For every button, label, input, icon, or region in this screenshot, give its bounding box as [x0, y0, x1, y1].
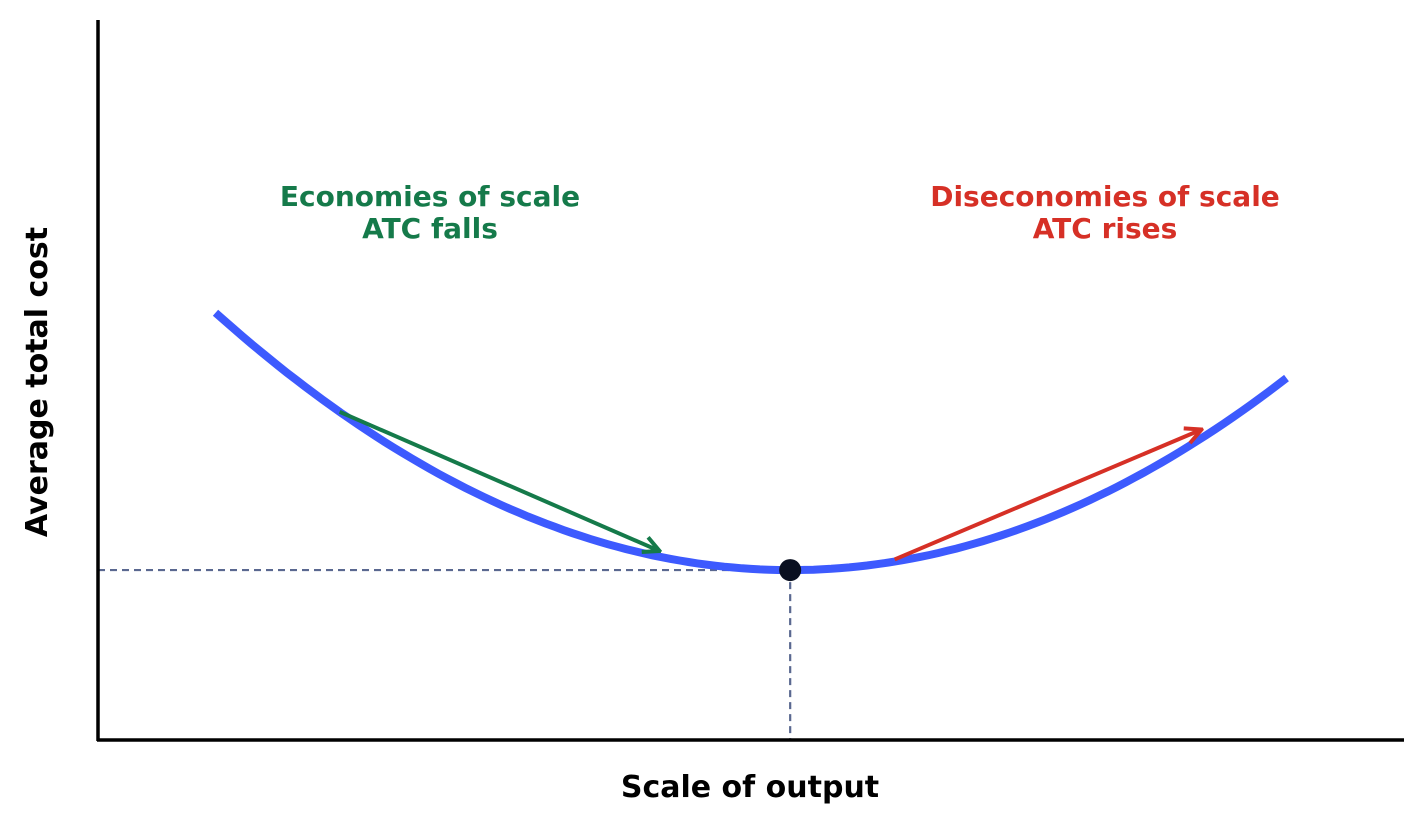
- diseconomies-arrow: [893, 430, 1202, 562]
- diseconomies-label: Diseconomies of scale: [930, 180, 1280, 213]
- minimum-point: [779, 559, 802, 582]
- economies-sublabel: ATC falls: [362, 212, 498, 245]
- diseconomies-sublabel: ATC rises: [1033, 212, 1178, 245]
- economies-label: Economies of scale: [280, 180, 580, 213]
- economies-arrow: [338, 410, 660, 551]
- y-axis-title: Average total cost: [20, 227, 55, 537]
- atc-curve: [212, 309, 1289, 575]
- x-axis-title: Scale of output: [621, 770, 879, 805]
